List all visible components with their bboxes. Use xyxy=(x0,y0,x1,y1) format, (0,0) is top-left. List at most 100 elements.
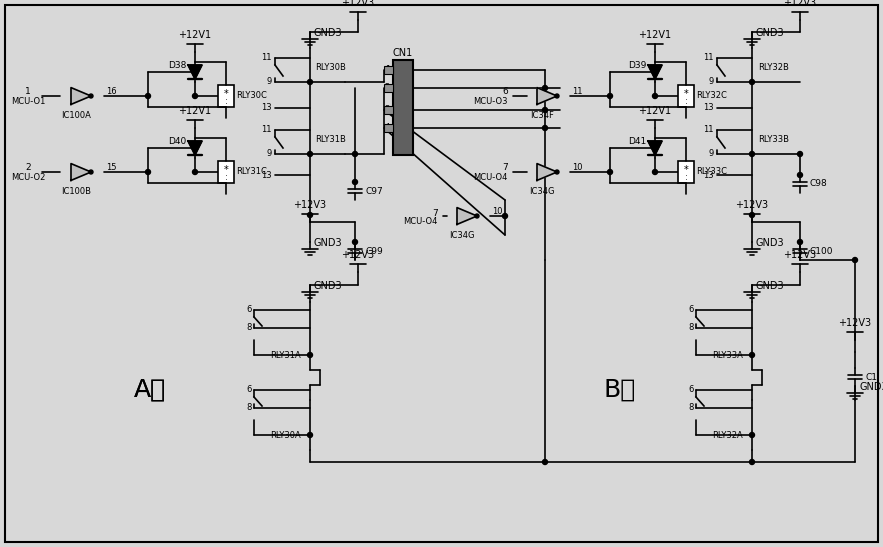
Circle shape xyxy=(89,94,93,98)
Text: RLY31C: RLY31C xyxy=(236,167,267,177)
Text: 10: 10 xyxy=(572,164,583,172)
Text: RLY30B: RLY30B xyxy=(315,63,346,73)
Circle shape xyxy=(192,170,198,174)
Polygon shape xyxy=(537,164,557,181)
Text: C1: C1 xyxy=(865,373,877,381)
Text: 8: 8 xyxy=(689,404,694,412)
Text: GND3: GND3 xyxy=(314,238,343,248)
Text: 11: 11 xyxy=(704,54,714,62)
Text: 13: 13 xyxy=(704,171,714,179)
Text: 2: 2 xyxy=(26,164,31,172)
Text: D40: D40 xyxy=(168,137,186,146)
Text: 8: 8 xyxy=(689,323,694,333)
Text: +12V3: +12V3 xyxy=(293,200,327,210)
Text: +12V1: +12V1 xyxy=(638,106,672,116)
Text: 10: 10 xyxy=(492,207,502,217)
Circle shape xyxy=(797,152,803,156)
Text: IC34G: IC34G xyxy=(449,231,475,241)
Text: *: * xyxy=(683,165,689,175)
Text: 15: 15 xyxy=(106,164,117,172)
Text: 7: 7 xyxy=(502,164,508,172)
Bar xyxy=(393,60,413,155)
Text: RLY31B: RLY31B xyxy=(315,136,346,144)
Circle shape xyxy=(307,79,313,84)
Text: RLY33A: RLY33A xyxy=(712,351,743,359)
Text: CN1: CN1 xyxy=(393,48,413,58)
Text: 11: 11 xyxy=(572,88,583,96)
Text: 4: 4 xyxy=(385,124,390,132)
Text: D41: D41 xyxy=(628,137,646,146)
Text: 11: 11 xyxy=(704,125,714,135)
Circle shape xyxy=(307,433,313,438)
Text: RLY30C: RLY30C xyxy=(236,91,267,101)
Text: RLY32B: RLY32B xyxy=(758,63,789,73)
Circle shape xyxy=(352,240,358,245)
Text: RLY33C: RLY33C xyxy=(696,167,727,177)
Text: MCU-O1: MCU-O1 xyxy=(11,96,45,106)
Text: 8: 8 xyxy=(246,323,252,333)
Text: +12V1: +12V1 xyxy=(638,30,672,40)
Text: MCU-O2: MCU-O2 xyxy=(11,172,45,182)
Circle shape xyxy=(797,172,803,177)
Text: C97: C97 xyxy=(365,187,382,195)
Text: GND3: GND3 xyxy=(859,382,883,392)
Text: 9: 9 xyxy=(709,78,714,86)
Bar xyxy=(384,66,393,74)
Text: +12V1: +12V1 xyxy=(178,30,212,40)
Text: RLY30A: RLY30A xyxy=(270,430,301,439)
Circle shape xyxy=(542,108,547,113)
Text: GND3: GND3 xyxy=(314,281,343,291)
Text: 1: 1 xyxy=(385,66,390,74)
Text: :: : xyxy=(224,172,228,182)
Text: 1: 1 xyxy=(25,88,31,96)
Bar xyxy=(384,84,393,92)
Text: IC34F: IC34F xyxy=(530,112,554,120)
Circle shape xyxy=(797,240,803,245)
Text: *: * xyxy=(223,165,229,175)
Text: 6: 6 xyxy=(689,386,694,394)
Text: C99: C99 xyxy=(365,247,382,255)
Text: A枪: A枪 xyxy=(134,378,166,402)
Text: +12V3: +12V3 xyxy=(736,200,768,210)
Polygon shape xyxy=(188,141,202,155)
Text: 3: 3 xyxy=(385,106,390,114)
Circle shape xyxy=(192,94,198,98)
Text: 11: 11 xyxy=(261,125,272,135)
Circle shape xyxy=(653,170,658,174)
Circle shape xyxy=(307,352,313,358)
Polygon shape xyxy=(71,164,91,181)
Polygon shape xyxy=(71,88,91,104)
Bar xyxy=(678,85,694,107)
Circle shape xyxy=(352,152,358,156)
Text: +12V3: +12V3 xyxy=(783,250,817,260)
Bar xyxy=(384,124,393,132)
Circle shape xyxy=(653,69,658,74)
Text: D39: D39 xyxy=(628,61,646,69)
Text: C100: C100 xyxy=(810,247,834,255)
Polygon shape xyxy=(648,65,662,79)
Circle shape xyxy=(750,433,754,438)
Text: 2: 2 xyxy=(385,84,390,92)
Circle shape xyxy=(608,170,613,174)
Circle shape xyxy=(542,125,547,131)
Text: :: : xyxy=(684,172,687,182)
Circle shape xyxy=(653,94,658,98)
Text: GND3: GND3 xyxy=(314,28,343,38)
Text: RLY31A: RLY31A xyxy=(270,351,301,359)
Bar xyxy=(218,85,234,107)
Polygon shape xyxy=(648,141,662,155)
Text: +12V1: +12V1 xyxy=(178,106,212,116)
Text: 6: 6 xyxy=(246,306,252,315)
Circle shape xyxy=(750,212,754,218)
Text: 13: 13 xyxy=(704,103,714,113)
Text: IC100B: IC100B xyxy=(61,188,91,196)
Circle shape xyxy=(542,459,547,464)
Bar xyxy=(218,161,234,183)
Text: 16: 16 xyxy=(106,88,117,96)
Circle shape xyxy=(542,85,547,90)
Circle shape xyxy=(192,146,198,150)
Text: A枪: A枪 xyxy=(134,378,166,402)
Text: 8: 8 xyxy=(246,404,252,412)
Circle shape xyxy=(653,146,658,150)
Bar xyxy=(678,161,694,183)
